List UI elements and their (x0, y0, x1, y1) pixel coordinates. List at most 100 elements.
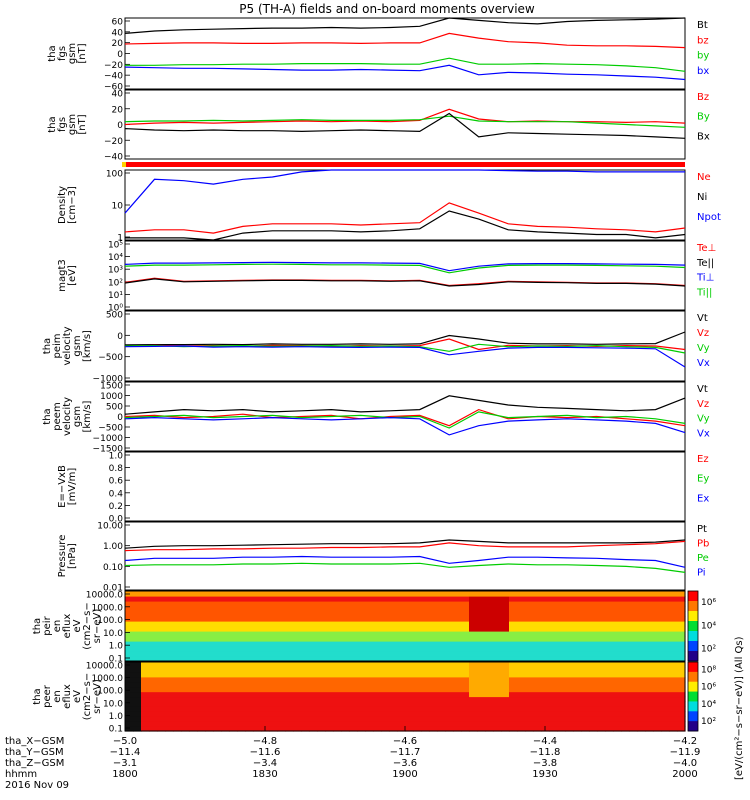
spectrogram-cell (333, 671, 342, 678)
spectrogram-cell (565, 601, 574, 607)
spectrogram-cell (293, 656, 302, 662)
spectrogram-cell (437, 721, 446, 727)
spectrogram-cell (341, 691, 350, 698)
spectrogram-cell (493, 596, 502, 602)
spectrogram-cell (517, 601, 526, 607)
y-axis-label: gsm (72, 335, 83, 356)
spectrogram-cell (125, 706, 134, 712)
spectrogram-cell (509, 651, 518, 657)
spectrogram-cell (573, 636, 582, 642)
spectrogram-cell (381, 711, 390, 717)
y-tick-label: 1000.0 (92, 674, 124, 684)
spectrogram-cell (197, 701, 206, 707)
y-tick-label: 0.10 (103, 563, 123, 573)
spectrogram-cell (493, 676, 502, 683)
spectrogram-cell (189, 626, 198, 632)
spectrogram-cell (125, 681, 134, 688)
spectrogram-cell (405, 636, 414, 642)
spectrogram-cell (421, 701, 430, 707)
spectrogram-cell (637, 616, 646, 622)
spectrogram-cell (485, 591, 494, 597)
spectrogram-cell (669, 631, 678, 637)
series-line-ni (125, 210, 686, 241)
spectrogram-cell (165, 662, 174, 668)
spectrogram-cell (541, 646, 550, 652)
spectrogram-cell (405, 616, 414, 622)
spectrogram-cell (253, 631, 262, 637)
spectrogram-cell (389, 662, 398, 668)
spectrogram-cell (485, 721, 494, 727)
spectrogram-cell (205, 641, 214, 647)
spectrogram-cell (533, 711, 542, 717)
spectrogram-cell (325, 721, 334, 727)
spectrogram-cell (613, 721, 622, 727)
spectrogram-cell (541, 631, 550, 637)
spectrogram-cell (165, 611, 174, 617)
spectrogram-cell (237, 711, 246, 717)
spectrogram-cell (437, 716, 446, 722)
spectrogram-cell (397, 601, 406, 607)
spectrogram-cell (325, 636, 334, 642)
spectrogram-cell (445, 716, 454, 722)
spectrogram-cell (157, 651, 166, 657)
spectrogram-cell (621, 621, 630, 627)
spectrogram-cell (293, 686, 302, 693)
y-axis-label: eV (72, 690, 83, 703)
y-tick-label: 40 (112, 90, 124, 100)
spectrogram-cell (429, 706, 438, 712)
spectrogram-cell (469, 621, 478, 627)
spectrogram-cell (621, 726, 630, 732)
spectrogram-cell (317, 701, 326, 707)
y-axis-label: tha (42, 408, 53, 424)
spectrogram-cell (365, 711, 374, 717)
spectrogram-cell (373, 711, 382, 717)
y-tick-label: 10.0 (103, 629, 123, 639)
spectrogram-cell (485, 716, 494, 722)
spectrogram-cell (293, 691, 302, 698)
spectrogram-cell (637, 631, 646, 637)
spectrogram-cell (173, 686, 182, 693)
spectrogram-cell (501, 686, 510, 693)
spectrogram-cell (629, 591, 638, 597)
spectrogram-cell (589, 611, 598, 617)
spectrogram-cell (677, 626, 686, 632)
spectrogram-cell (637, 711, 646, 717)
spectrogram-cell (405, 676, 414, 683)
spectrogram-cell (413, 671, 422, 678)
spectrogram-cell (509, 596, 518, 602)
spectrogram-cell (269, 656, 278, 662)
spectrogram-cell (165, 626, 174, 632)
spectrogram-cell (237, 666, 246, 673)
spectrogram-cell (229, 591, 238, 597)
spectrogram-cell (221, 616, 230, 622)
spectrogram-cell (125, 621, 134, 627)
spectrogram-cell (517, 646, 526, 652)
spectrogram-cell (173, 666, 182, 673)
spectrogram-cell (589, 591, 598, 597)
spectrogram-cell (125, 626, 134, 632)
spectrogram-cell (557, 601, 566, 607)
x-axis-value: −11.7 (390, 747, 421, 758)
spectrogram-cell (301, 706, 310, 712)
spectrogram-cell (405, 651, 414, 657)
spectrogram-cell (261, 721, 270, 727)
y-tick-label: −60 (104, 83, 123, 93)
spectrogram-cell (357, 676, 366, 683)
spectrogram-cell (373, 596, 382, 602)
y-axis-label: gsm (67, 114, 78, 135)
spectrogram-cell (405, 631, 414, 637)
y-axis-label: [km/s] (82, 400, 93, 432)
spectrogram-cell (509, 646, 518, 652)
spectrogram-cell (493, 711, 502, 717)
spectrogram-cell (205, 662, 214, 668)
spectrogram-cell (661, 611, 670, 617)
spectrogram-cell (557, 671, 566, 678)
spectrogram-cell (493, 721, 502, 727)
spectrogram-cell (589, 656, 598, 662)
spectrogram-cell (485, 596, 494, 602)
spectrogram-cell (365, 676, 374, 683)
spectrogram-cell (245, 696, 254, 703)
spectrogram-cell (333, 611, 342, 617)
spectrogram-cell (421, 681, 430, 688)
spectrogram-cell (301, 601, 310, 607)
